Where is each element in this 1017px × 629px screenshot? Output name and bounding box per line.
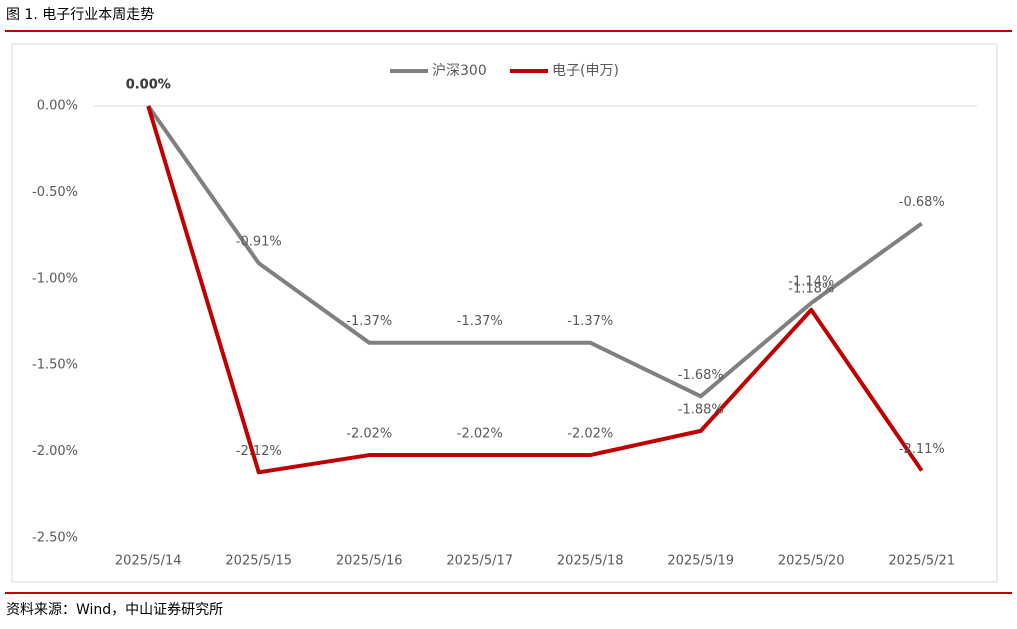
figure-title: 图 1. 电子行业本周走势 (6, 7, 154, 23)
data-label: -1.37% (346, 314, 392, 329)
x-tick-label: 2025/5/17 (446, 554, 513, 569)
data-label: -1.37% (457, 314, 503, 329)
data-label: -2.12% (236, 444, 282, 459)
data-label: -2.02% (457, 427, 503, 442)
data-label: -2.02% (567, 427, 613, 442)
x-tick-label: 2025/5/14 (115, 554, 182, 569)
data-label: -0.68% (899, 195, 945, 210)
series-line (146, 104, 923, 399)
x-tick-label: 2025/5/19 (667, 554, 734, 569)
x-tick-label: 2025/5/21 (888, 554, 955, 569)
series-line (146, 105, 924, 475)
data-label: -0.91% (236, 235, 282, 250)
x-tick-label: 2025/5/18 (557, 554, 624, 569)
y-tick-label: -0.50% (32, 185, 78, 200)
y-tick-label: -1.50% (32, 358, 78, 373)
x-tick-label: 2025/5/20 (778, 554, 845, 569)
y-tick-label: 0.00% (37, 99, 78, 114)
x-tick-label: 2025/5/16 (336, 554, 403, 569)
data-label: -1.88% (678, 402, 724, 417)
data-label: -1.68% (678, 368, 724, 383)
y-tick-label: -2.00% (32, 444, 78, 459)
data-label: -2.11% (899, 442, 945, 457)
data-label: 0.00% (126, 78, 171, 93)
legend-label: 电子(申万) (552, 63, 619, 79)
source-note: 资料来源：Wind，中山证券研究所 (6, 602, 223, 618)
data-label: 0.00% (126, 78, 171, 93)
y-tick-label: -2.50% (32, 531, 78, 546)
y-tick-label: -1.00% (32, 271, 78, 286)
x-tick-label: 2025/5/15 (225, 554, 292, 569)
legend-label: 沪深300 (432, 63, 487, 79)
data-label: -2.02% (346, 427, 392, 442)
data-label: -1.18% (788, 281, 834, 296)
data-label: -1.37% (567, 314, 613, 329)
data-label: -1.14% (788, 274, 834, 289)
chart-frame (11, 43, 998, 583)
